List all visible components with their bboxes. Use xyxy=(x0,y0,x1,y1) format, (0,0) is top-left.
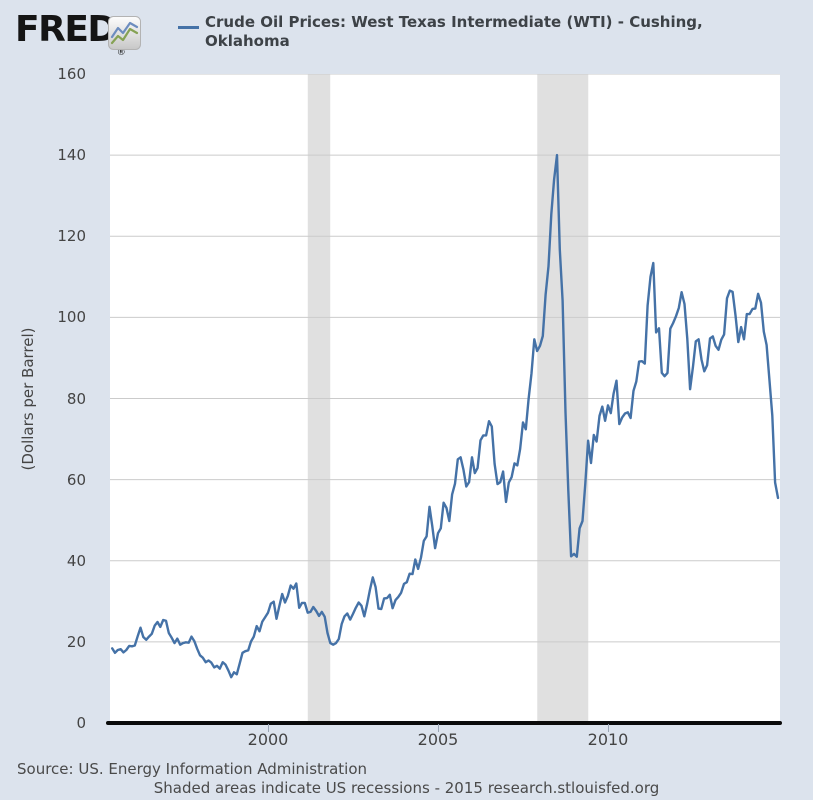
y-tick-label: 140 xyxy=(57,146,86,165)
y-tick-label: 100 xyxy=(57,308,86,327)
recession-note: Shaded areas indicate US recessions - 20… xyxy=(153,779,660,797)
source-note: Source: US. Energy Information Administr… xyxy=(17,760,368,778)
x-axis-line xyxy=(106,721,782,725)
y-tick-label: 20 xyxy=(66,632,86,651)
registered-trademark-icon: ® xyxy=(116,48,126,58)
y-tick-label: 80 xyxy=(66,389,86,408)
x-tick-label: 2005 xyxy=(417,730,459,749)
fred-logo: FRED® xyxy=(15,9,126,59)
plot-area xyxy=(110,74,780,723)
x-tick-label: 2010 xyxy=(587,730,629,749)
y-tick-label: 40 xyxy=(66,551,86,570)
legend-series-label: Crude Oil Prices: West Texas Intermediat… xyxy=(205,13,765,51)
price-chart-svg xyxy=(110,74,780,723)
legend-label-line1: Crude Oil Prices: West Texas Intermediat… xyxy=(205,13,703,31)
price-line-series xyxy=(111,153,780,679)
fred-logo-text: FRED xyxy=(15,9,117,50)
x-tick-mark xyxy=(268,724,269,732)
y-tick-label: 160 xyxy=(57,65,86,83)
legend-label-line2: Oklahoma xyxy=(205,32,290,50)
y-tick-label: 0 xyxy=(76,714,86,732)
x-tick-label: 2000 xyxy=(247,730,289,749)
y-tick-label: 120 xyxy=(57,227,86,246)
legend-line-marker xyxy=(178,26,199,29)
sparkline-icon xyxy=(108,16,141,50)
x-tick-mark xyxy=(608,724,609,732)
x-tick-mark xyxy=(438,724,439,732)
y-tick-label: 60 xyxy=(66,470,86,489)
